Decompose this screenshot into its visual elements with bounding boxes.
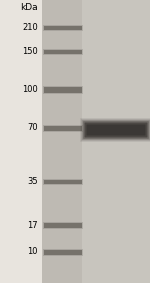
Bar bbox=[43, 222, 83, 228]
Text: 70: 70 bbox=[27, 123, 38, 132]
Text: 17: 17 bbox=[27, 220, 38, 230]
FancyBboxPatch shape bbox=[87, 125, 146, 136]
Text: 35: 35 bbox=[27, 177, 38, 186]
Bar bbox=[43, 125, 83, 132]
Bar bbox=[42, 0, 150, 283]
Text: kDa: kDa bbox=[20, 3, 38, 12]
Bar bbox=[44, 26, 82, 30]
Bar bbox=[44, 250, 82, 254]
Bar bbox=[44, 180, 82, 184]
FancyBboxPatch shape bbox=[83, 121, 149, 139]
Text: 10: 10 bbox=[27, 248, 38, 256]
Text: 100: 100 bbox=[22, 85, 38, 95]
Bar bbox=[43, 179, 83, 185]
FancyBboxPatch shape bbox=[81, 119, 150, 141]
Bar bbox=[43, 25, 83, 31]
Bar bbox=[44, 50, 82, 54]
Bar bbox=[44, 87, 82, 93]
FancyBboxPatch shape bbox=[82, 120, 150, 140]
Bar bbox=[44, 125, 82, 130]
FancyBboxPatch shape bbox=[84, 123, 147, 138]
Bar bbox=[43, 248, 83, 256]
Text: 150: 150 bbox=[22, 48, 38, 57]
Bar bbox=[43, 86, 83, 94]
Bar bbox=[43, 49, 83, 55]
Text: 210: 210 bbox=[22, 23, 38, 33]
FancyBboxPatch shape bbox=[80, 118, 150, 142]
Bar bbox=[44, 222, 82, 228]
Bar bbox=[42, 0, 82, 283]
